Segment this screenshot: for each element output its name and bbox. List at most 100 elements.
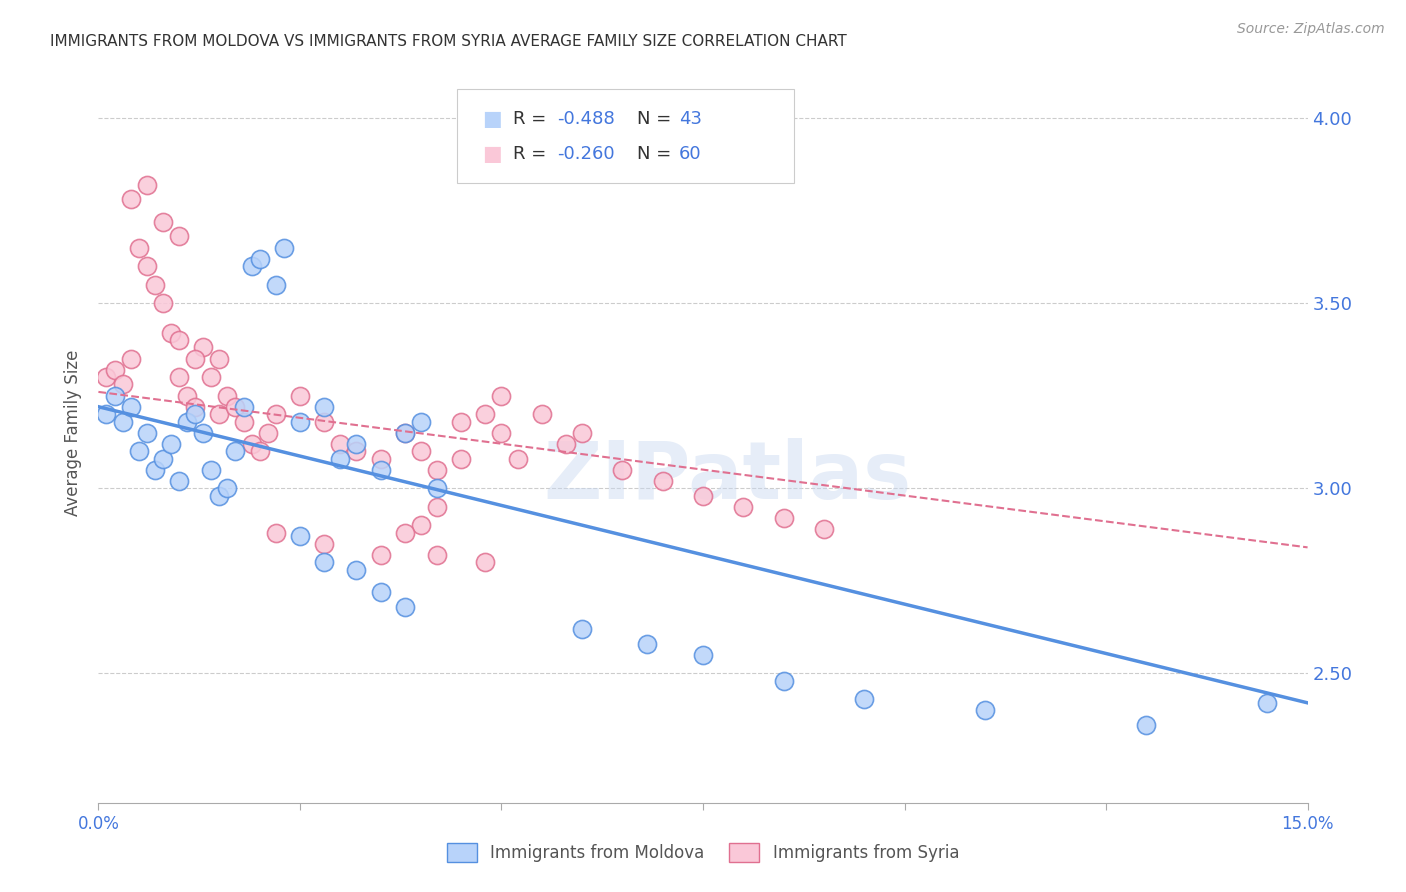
- Point: [135, 178, 157, 192]
- Point: [853, 692, 876, 706]
- Point: [208, 351, 231, 366]
- Point: [200, 370, 222, 384]
- Point: [450, 415, 472, 429]
- Point: [200, 462, 222, 476]
- Point: [224, 444, 246, 458]
- Point: [394, 525, 416, 540]
- Point: [224, 400, 246, 414]
- Point: [651, 474, 673, 488]
- Point: [167, 229, 190, 244]
- Point: [409, 415, 432, 429]
- Point: [344, 563, 367, 577]
- Point: [450, 451, 472, 466]
- Point: [555, 436, 578, 450]
- Text: Source: ZipAtlas.com: Source: ZipAtlas.com: [1237, 22, 1385, 37]
- Point: [120, 400, 142, 414]
- Point: [103, 389, 125, 403]
- Point: [491, 425, 513, 440]
- Point: [612, 462, 634, 476]
- Point: [394, 425, 416, 440]
- Point: [152, 296, 174, 310]
- Point: [636, 637, 658, 651]
- Text: N =: N =: [637, 145, 676, 163]
- Text: ■: ■: [482, 109, 502, 128]
- Point: [232, 400, 254, 414]
- Point: [426, 500, 449, 514]
- Point: [152, 451, 174, 466]
- Point: [249, 252, 271, 266]
- Text: -0.260: -0.260: [557, 145, 614, 163]
- Point: [370, 451, 392, 466]
- Point: [370, 584, 392, 599]
- Point: [329, 451, 352, 466]
- Text: 60: 60: [679, 145, 702, 163]
- Point: [571, 622, 593, 636]
- Point: [394, 425, 416, 440]
- Point: [96, 370, 118, 384]
- Point: [111, 415, 134, 429]
- Point: [314, 415, 336, 429]
- Text: 43: 43: [679, 110, 702, 128]
- Point: [370, 462, 392, 476]
- Point: [184, 351, 207, 366]
- Point: [135, 425, 157, 440]
- Point: [193, 425, 215, 440]
- Legend: Immigrants from Moldova, Immigrants from Syria: Immigrants from Moldova, Immigrants from…: [440, 836, 966, 869]
- Point: [370, 548, 392, 562]
- Point: [111, 377, 134, 392]
- Point: [184, 407, 207, 421]
- Point: [409, 444, 432, 458]
- Point: [120, 351, 142, 366]
- Point: [692, 648, 714, 662]
- Point: [571, 425, 593, 440]
- Text: R =: R =: [513, 145, 553, 163]
- Point: [426, 481, 449, 495]
- Point: [1135, 718, 1157, 732]
- Point: [128, 241, 150, 255]
- Point: [329, 436, 352, 450]
- Point: [103, 362, 125, 376]
- Point: [506, 451, 529, 466]
- Point: [167, 370, 190, 384]
- Point: [288, 389, 311, 403]
- Point: [167, 474, 190, 488]
- Point: [772, 510, 794, 524]
- Point: [1256, 696, 1278, 710]
- Point: [314, 400, 336, 414]
- Point: [394, 599, 416, 614]
- Point: [120, 193, 142, 207]
- Point: [409, 518, 432, 533]
- Point: [530, 407, 553, 421]
- Point: [426, 462, 449, 476]
- Point: [135, 259, 157, 273]
- Point: [426, 548, 449, 562]
- Text: ■: ■: [482, 145, 502, 164]
- Point: [288, 415, 311, 429]
- Point: [96, 407, 118, 421]
- Point: [273, 241, 295, 255]
- Point: [128, 444, 150, 458]
- Point: [240, 436, 263, 450]
- Point: [474, 555, 496, 569]
- Point: [474, 407, 496, 421]
- Point: [344, 444, 367, 458]
- Point: [176, 389, 198, 403]
- Point: [193, 341, 215, 355]
- Point: [160, 326, 183, 340]
- Point: [264, 407, 287, 421]
- Text: IMMIGRANTS FROM MOLDOVA VS IMMIGRANTS FROM SYRIA AVERAGE FAMILY SIZE CORRELATION: IMMIGRANTS FROM MOLDOVA VS IMMIGRANTS FR…: [51, 34, 846, 49]
- Point: [208, 489, 231, 503]
- Point: [217, 389, 239, 403]
- Point: [772, 673, 794, 688]
- Y-axis label: Average Family Size: Average Family Size: [65, 350, 83, 516]
- Point: [491, 389, 513, 403]
- Point: [249, 444, 271, 458]
- Point: [240, 259, 263, 273]
- Text: -0.488: -0.488: [557, 110, 614, 128]
- Point: [264, 525, 287, 540]
- Point: [314, 536, 336, 550]
- Text: N =: N =: [637, 110, 676, 128]
- Point: [344, 436, 367, 450]
- Point: [974, 703, 997, 717]
- Point: [264, 277, 287, 292]
